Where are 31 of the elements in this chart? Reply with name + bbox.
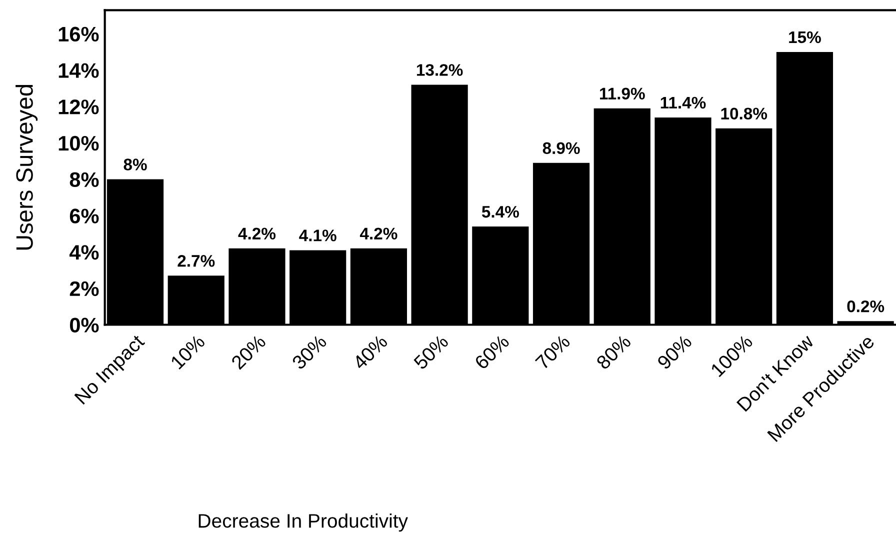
data-label: 4.1% [299,230,336,242]
y-tick-label: 6% [70,208,99,224]
y-tick-label: 16% [58,26,99,42]
data-label: 10.8% [721,108,768,120]
x-tick-label: 50% [412,334,450,370]
y-axis-title: Users Surveyed [16,84,38,250]
data-label: 11.9% [600,88,645,100]
x-tick-label: 80% [596,334,632,370]
data-label: 2.7% [178,254,215,267]
data-label: 15% [789,31,821,44]
y-tick-label: 4% [69,245,99,260]
data-label: 13.2% [416,64,463,76]
y-tick-label: 12% [58,100,99,114]
data-label: 0.2% [847,300,884,312]
x-axis-title: Decrease In Productivity [198,513,408,532]
x-tick-label: 70% [534,334,571,370]
x-tick-label: 30% [291,334,328,370]
data-label: 8.9% [542,142,580,154]
data-label: 4.2% [238,228,276,240]
data-label: 4.2% [360,228,398,240]
y-tick-label: 14% [58,63,99,78]
data-label: 5.4% [482,206,519,218]
data-label: 8% [124,158,147,170]
y-tick-label: 2% [70,281,99,296]
x-tick-label: 40% [352,334,388,370]
y-tick-label: 0% [70,318,99,332]
y-tick-label: 10% [58,136,99,151]
data-label: 11.4% [660,96,706,109]
y-tick-label: 8% [70,172,99,188]
x-tick-label: 60% [474,334,510,370]
x-tick-label: 90% [656,334,693,370]
